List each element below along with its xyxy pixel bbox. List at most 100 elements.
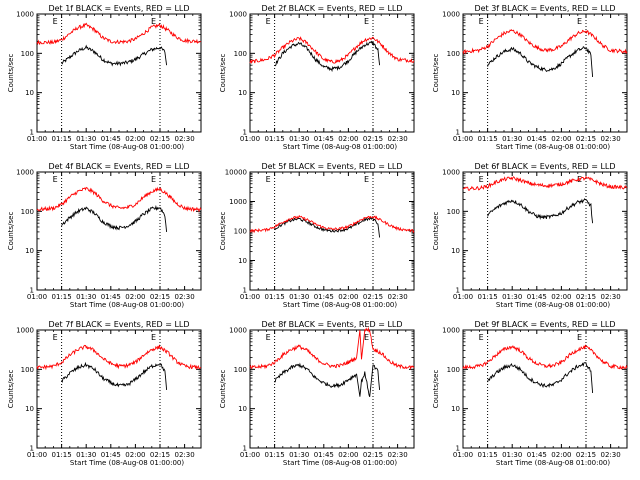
x-tick-label: 02:15 (576, 293, 596, 301)
y-tick-label: 1 (30, 129, 34, 137)
y-tick-label: 100 (234, 366, 247, 374)
panel-title: Det 9f BLACK = Events, RED = LLD (474, 320, 615, 329)
panel-title: Det 4f BLACK = Events, RED = LLD (48, 162, 189, 171)
y-tick-label: 10000 (225, 169, 247, 177)
panel-title: Det 7f BLACK = Events, RED = LLD (48, 320, 189, 329)
panel-det-5: Det 5f BLACK = Events, RED = LLD 01:00 01:… (219, 162, 415, 309)
series-lld (462, 175, 628, 191)
y-tick-label: 1 (30, 445, 34, 453)
x-tick-label: 01:15 (52, 135, 72, 143)
x-tick-label: 02:30 (175, 293, 195, 301)
x-tick-label: 01:00 (27, 135, 47, 143)
x-tick-label: 01:00 (453, 451, 473, 459)
panel-title: Det 6f BLACK = Events, RED = LLD (474, 162, 615, 171)
y-tick-label: 100 (21, 50, 34, 58)
series-events (274, 216, 381, 238)
x-tick-label: 01:30 (76, 451, 96, 459)
x-tick-label: 02:15 (150, 451, 170, 459)
y-tick-label: 1 (243, 287, 247, 295)
x-tick-label: 02:00 (338, 451, 358, 459)
event-marker-label: E (266, 175, 271, 184)
event-marker-label: E (53, 333, 58, 342)
y-tick-label: 100 (234, 228, 247, 236)
x-tick-label: 02:30 (601, 135, 621, 143)
event-marker-label: E (577, 17, 582, 26)
y-tick-label: 10 (25, 405, 34, 413)
panel-det-8: Det 8f BLACK = Events, RED = LLD 01:00 01:… (219, 320, 415, 467)
event-marker-label: E (577, 333, 582, 342)
y-tick-label: 1 (243, 445, 247, 453)
y-tick-label: 10 (451, 247, 460, 255)
plot-frame (36, 13, 202, 133)
y-tick-label: 10 (238, 257, 247, 265)
x-tick-label: 02:15 (576, 451, 596, 459)
series-events (274, 362, 381, 397)
y-tick-label: 1000 (229, 11, 247, 19)
x-tick-label: 01:45 (101, 293, 121, 301)
event-marker-label: E (151, 175, 156, 184)
x-tick-label: 02:15 (150, 135, 170, 143)
x-tick-label: 01:15 (265, 293, 285, 301)
y-tick-label: 10 (238, 405, 247, 413)
x-tick-label: 01:45 (101, 451, 121, 459)
x-tick-label: 02:30 (388, 135, 408, 143)
x-tick-label: 02:00 (338, 293, 358, 301)
event-marker-label: E (53, 17, 58, 26)
event-marker-label: E (364, 333, 369, 342)
event-marker-label: E (479, 175, 484, 184)
plot-frame (462, 329, 628, 449)
x-tick-label: 02:00 (551, 293, 571, 301)
series-events (61, 204, 168, 232)
x-tick-label: 01:45 (527, 293, 547, 301)
series-events (487, 198, 594, 224)
y-axis-label: Counts/sec (7, 370, 15, 409)
panel-det-6: Det 6f BLACK = Events, RED = LLD 01:00 01:… (432, 162, 628, 309)
y-tick-label: 1000 (442, 11, 460, 19)
x-tick-label: 01:45 (314, 293, 334, 301)
x-tick-label: 02:30 (388, 293, 408, 301)
series-events (487, 46, 594, 78)
x-axis-label: Start Time (08-Aug-08 01:00:00) (496, 301, 610, 309)
y-tick-label: 1 (456, 445, 460, 453)
x-axis-label: Start Time (08-Aug-08 01:00:00) (283, 143, 397, 151)
y-tick-label: 1000 (442, 169, 460, 177)
x-tick-label: 01:00 (453, 135, 473, 143)
y-axis-label: Counts/sec (219, 370, 227, 409)
y-tick-label: 1000 (229, 198, 247, 206)
y-tick-label: 100 (21, 366, 34, 374)
panel-det-4: Det 4f BLACK = Events, RED = LLD 01:00 01:… (7, 162, 202, 309)
y-tick-label: 1 (30, 287, 34, 295)
event-marker-label: E (364, 175, 369, 184)
x-tick-label: 02:00 (551, 135, 571, 143)
x-tick-label: 01:30 (289, 135, 309, 143)
panel-det-9: Det 9f BLACK = Events, RED = LLD 01:00 01:… (432, 320, 628, 467)
x-tick-label: 01:00 (240, 293, 260, 301)
y-tick-label: 1 (456, 287, 460, 295)
series-events (61, 44, 168, 67)
x-tick-label: 02:30 (175, 135, 195, 143)
x-axis-label: Start Time (08-Aug-08 01:00:00) (70, 301, 184, 309)
panel-title: Det 8f BLACK = Events, RED = LLD (261, 320, 402, 329)
event-marker-label: E (479, 17, 484, 26)
series-events (61, 361, 168, 390)
y-axis-label: Counts/sec (432, 54, 440, 93)
x-tick-label: 01:30 (502, 451, 522, 459)
y-tick-label: 10 (451, 405, 460, 413)
series-lld (249, 214, 415, 234)
plot-frame (249, 13, 415, 133)
plot-frame (249, 329, 415, 449)
x-tick-label: 01:15 (478, 451, 498, 459)
x-tick-label: 01:15 (478, 293, 498, 301)
x-axis-label: Start Time (08-Aug-08 01:00:00) (283, 459, 397, 467)
x-tick-label: 02:00 (125, 293, 145, 301)
series-events (487, 362, 594, 394)
x-tick-label: 02:15 (363, 135, 383, 143)
y-tick-label: 1000 (442, 327, 460, 335)
x-tick-label: 02:15 (363, 293, 383, 301)
panel-title: Det 2f BLACK = Events, RED = LLD (261, 4, 402, 13)
series-lld (249, 36, 415, 65)
x-tick-label: 02:30 (388, 451, 408, 459)
y-tick-label: 10 (451, 89, 460, 97)
plot-frame (36, 329, 202, 449)
event-marker-label: E (577, 175, 582, 184)
